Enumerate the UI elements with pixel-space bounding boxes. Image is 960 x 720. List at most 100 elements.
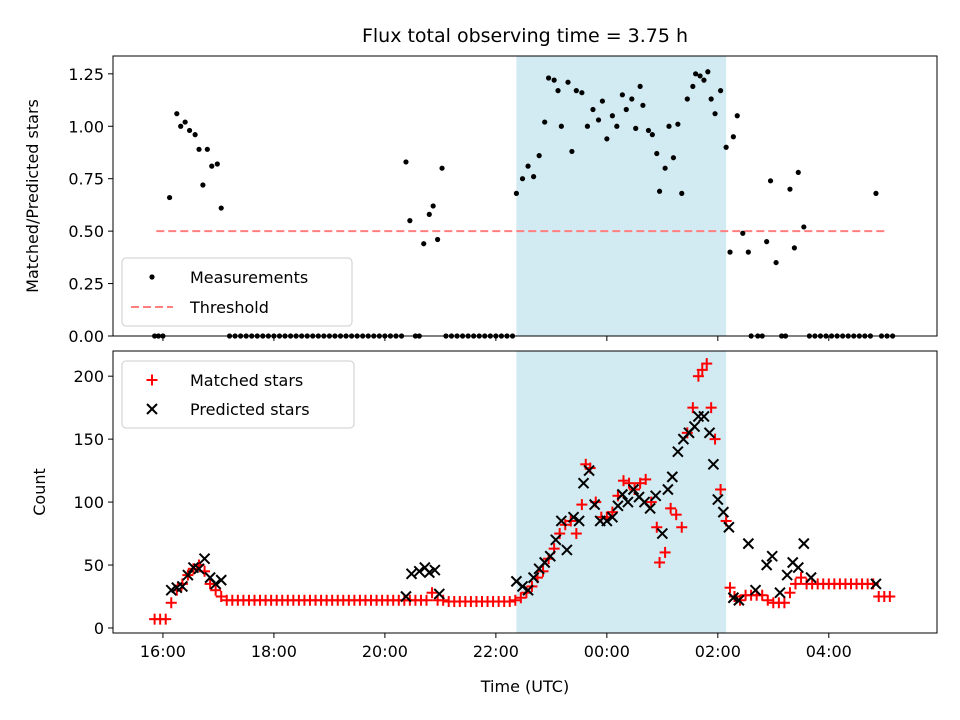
measurement-point [439,165,445,171]
predicted-star-point [644,502,656,515]
predicted-star-point [616,488,629,501]
measurement-point [569,148,575,155]
ytick-label: 0.50 [68,222,104,241]
predicted-star-point [527,571,540,584]
measurement-point [773,259,779,266]
top-legend-box [121,257,353,327]
measurement-point [609,113,615,119]
ytick-label: 1.25 [68,65,104,84]
bottom-ylabel: Count [30,468,49,516]
matched-star-point [670,509,682,521]
matched-star-point [504,596,516,608]
measurement-point [555,88,561,94]
predicted-star-point [209,578,222,590]
measurement-point [178,123,184,129]
measurement-point [545,75,552,81]
matched-star-point [724,582,736,594]
matched-star-point [687,402,699,414]
matched-star-point [623,477,635,489]
chart-title: Flux total observing time = 3.75 h [362,25,688,47]
predicted-star-point [688,420,701,433]
measurement-point [604,136,610,142]
measurement-point [595,117,602,123]
measurement-point [690,83,696,90]
measurement-point [873,190,879,196]
matched-star-point [715,483,727,495]
predicted-star-point [649,490,662,502]
measurement-point [200,182,206,188]
predicted-star-point [198,553,211,565]
top-highlight-span [516,56,727,336]
measurement-point [435,236,441,243]
ytick-label: 1.00 [68,117,104,136]
predicted-star-point [870,578,882,590]
matched-star-point [640,473,652,485]
threshold-legend-label: Threshold [189,298,269,317]
predicted-star-point [766,550,778,562]
measurements-legend-label: Measurements [190,268,308,287]
top-tick-group: 0.00 0.25 0.50 0.75 1.00 1.25 [68,65,830,346]
measurement-point [745,249,751,255]
predicted-star-point [662,483,674,496]
predicted-star-point [805,571,817,584]
matched-star-point [701,358,713,370]
ytick-label: 100 [73,493,104,512]
predicted-star-point [774,587,786,599]
measurement-point [645,127,652,134]
measurement-point [542,119,548,125]
measurement-point [623,106,629,113]
measurement-point [579,90,585,96]
matched-star-point [665,502,677,514]
matched-legend-label: Matched stars [190,371,303,390]
ytick-label: 150 [73,430,104,449]
matched-star-point [210,584,222,596]
measurement-point [513,190,519,196]
predicted-star-point [612,500,624,512]
predicted-star-point [742,537,755,550]
predicted-star-point [601,515,613,527]
measurement-point [767,178,774,184]
predicted-star-point [516,580,529,593]
xtick-label: 04:00 [806,642,852,661]
measurement-point [430,203,436,209]
matched-star-point [659,546,671,558]
measurement-point [182,119,188,125]
measurement-point [697,73,703,79]
ytick-label: 0.75 [68,170,104,189]
measurement-point [637,83,643,90]
matched-star-point [676,521,688,533]
measurement-point [795,169,801,176]
matched-star-point [570,528,582,540]
top-panel: 0.00 0.25 0.50 0.75 1.00 1.25 Flux total obse… [23,25,938,346]
measurement-point [599,98,606,104]
predicted-star-point [672,446,684,458]
matched-star-point [165,597,177,609]
matched-star-point [784,587,796,599]
predicted-star-point [561,544,573,556]
predicted-star-point [433,588,445,600]
predicted-star-point [798,537,810,550]
top-legend: Measurements Threshold [121,257,353,327]
bottom-tick-group: 0 50 100 150 200 16:00 18:00 20:00 22:00 00:00 02:… [73,367,851,661]
measurement-point [640,102,646,108]
measurement-point [166,194,173,201]
predicted-star-point [733,594,745,606]
predicted-star-point [583,464,595,477]
measurement-point [717,88,724,94]
predicted-star-point [760,559,773,571]
predicted-star-point [522,584,534,596]
measurement-point [723,144,729,150]
predicted-legend-label: Predicted stars [190,400,310,419]
measurement-point [573,88,579,94]
predicted-star-point [622,496,634,508]
matched-star-point [426,587,438,599]
top-ylabel: Matched/Predicted stars [23,99,42,293]
measurement-point [764,239,770,245]
measurement-point [684,96,690,102]
predicted-star-point [606,511,619,523]
matched-star-point [756,589,768,601]
measurement-point [174,111,180,117]
matched-star-point [651,521,663,533]
measurement-point [693,71,699,77]
